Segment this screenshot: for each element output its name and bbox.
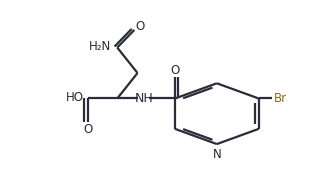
Text: NH: NH: [134, 92, 153, 105]
Text: Br: Br: [273, 92, 286, 105]
Text: O: O: [83, 123, 92, 136]
Text: N: N: [212, 148, 221, 161]
Text: HO: HO: [66, 91, 84, 104]
Text: O: O: [135, 20, 145, 33]
Text: O: O: [170, 64, 180, 77]
Text: H₂N: H₂N: [89, 40, 112, 53]
